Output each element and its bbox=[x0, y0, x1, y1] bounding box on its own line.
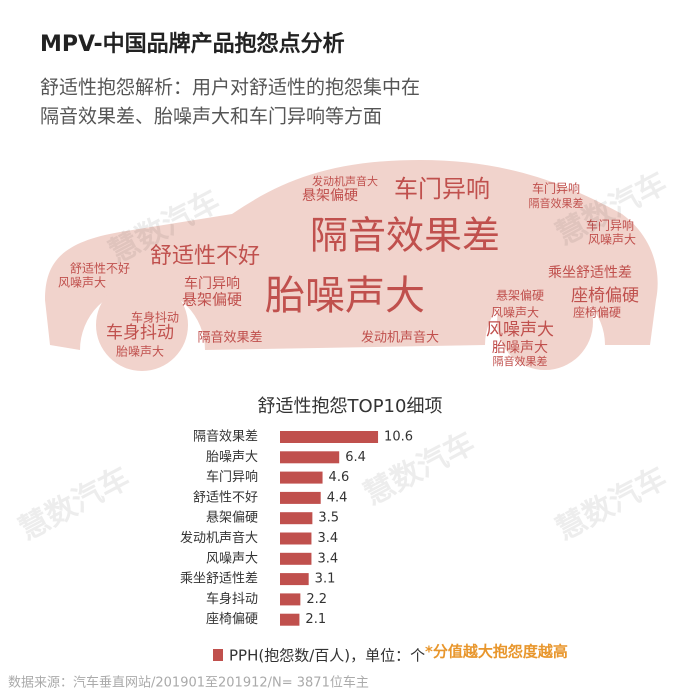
category-label: 隔音效果差 bbox=[193, 429, 258, 445]
cloud-word: 发动机声音大 bbox=[312, 174, 378, 188]
cloud-word: 座椅偏硬 bbox=[573, 305, 621, 320]
cloud-word: 悬架偏硬 bbox=[182, 291, 242, 309]
category-label: 悬架偏硬 bbox=[206, 511, 258, 526]
wheel bbox=[96, 279, 188, 371]
cloud-word: 胎噪声大 bbox=[492, 340, 548, 356]
bar bbox=[280, 471, 323, 484]
legend-swatch bbox=[213, 649, 223, 661]
chart-title: 舒适性抱怨TOP10细项 bbox=[258, 396, 443, 417]
value-label: 3.4 bbox=[317, 531, 338, 546]
category-label: 胎噪声大 bbox=[206, 450, 258, 465]
cloud-word: 悬架偏硬 bbox=[302, 188, 358, 204]
value-label: 2.1 bbox=[305, 612, 326, 627]
cloud-word: 车身抖动 bbox=[106, 323, 174, 343]
value-label: 2.2 bbox=[306, 592, 327, 607]
value-label: 6.4 bbox=[345, 450, 366, 465]
cloud-word: 车门异响 bbox=[532, 181, 580, 196]
category-label: 发动机声音大 bbox=[180, 530, 258, 546]
note: *分值越大抱怨度越高 bbox=[425, 643, 568, 661]
cloud-word: 车门异响 bbox=[184, 275, 240, 292]
cloud-word: 隔音效果差 bbox=[197, 330, 262, 346]
page-title: MPV-中国品牌产品抱怨点分析 bbox=[40, 31, 345, 57]
value-label: 3.4 bbox=[317, 551, 338, 566]
car-silhouette bbox=[45, 160, 658, 371]
cloud-word: 车身抖动 bbox=[131, 310, 179, 325]
bar bbox=[280, 431, 379, 443]
cloud-word: 风噪声大 bbox=[58, 276, 106, 290]
category-label: 乘坐舒适性差 bbox=[180, 572, 258, 587]
category-label: 座椅偏硬 bbox=[206, 612, 258, 627]
cloud-word: 乘坐舒适性差 bbox=[548, 265, 632, 281]
cloud-word: 隔音效果差 bbox=[310, 214, 500, 258]
cloud-word: 发动机声音大 bbox=[361, 330, 439, 346]
category-label: 风噪声大 bbox=[206, 551, 258, 566]
subtitle: 隔音效果差、胎噪声大和车门异响等方面 bbox=[40, 106, 382, 128]
bar bbox=[280, 573, 309, 586]
category-label: 车身抖动 bbox=[206, 591, 258, 607]
cloud-word: 车门异响 bbox=[394, 175, 490, 203]
cloud-word: 座椅偏硬 bbox=[571, 286, 639, 306]
cloud-word: 风噪声大 bbox=[486, 320, 554, 340]
cloud-word: 隔音效果差 bbox=[493, 354, 548, 368]
cloud-word: 舒适性不好 bbox=[70, 262, 130, 276]
value-label: 10.6 bbox=[384, 430, 413, 445]
subtitle: 舒适性抱怨解析：用户对舒适性的抱怨集中在 bbox=[40, 77, 420, 99]
value-label: 3.5 bbox=[318, 511, 339, 526]
watermark: 慧数汽车 bbox=[550, 460, 672, 547]
value-label: 3.1 bbox=[315, 572, 336, 587]
bar bbox=[280, 491, 321, 504]
watermark: 慧数汽车 bbox=[13, 460, 135, 547]
category-label: 舒适性不好 bbox=[193, 490, 258, 505]
category-label: 车门异响 bbox=[206, 469, 258, 485]
value-label: 4.4 bbox=[327, 490, 348, 505]
bar bbox=[280, 512, 313, 525]
cloud-word: 悬架偏硬 bbox=[496, 288, 544, 303]
cloud-word: 胎噪声大 bbox=[265, 273, 425, 319]
bar bbox=[280, 451, 340, 464]
source: 数据来源：汽车垂直网站/201901至201912/N= 3871位车主 bbox=[8, 675, 369, 691]
value-label: 4.6 bbox=[329, 470, 350, 485]
bar bbox=[280, 593, 301, 606]
wheel bbox=[497, 274, 593, 370]
cloud-word: 车门异响 bbox=[586, 218, 634, 233]
car-body bbox=[45, 160, 658, 350]
cloud-word: 风噪声大 bbox=[491, 306, 539, 320]
cloud-word: 风噪声大 bbox=[588, 233, 636, 247]
cloud-word: 舒适性不好 bbox=[150, 244, 260, 269]
bar bbox=[280, 552, 312, 565]
legend-label: PPH(抱怨数/百人)，单位：个 bbox=[229, 647, 425, 665]
cloud-word: 隔音效果差 bbox=[529, 196, 584, 210]
bar bbox=[280, 532, 312, 545]
bar bbox=[280, 613, 300, 626]
cloud-word: 胎噪声大 bbox=[116, 345, 164, 359]
